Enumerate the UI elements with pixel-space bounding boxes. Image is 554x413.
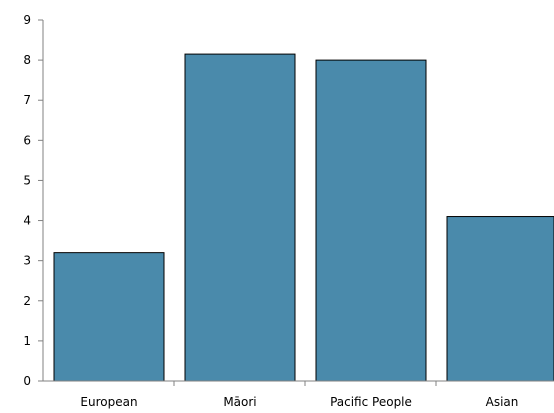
y-tick-label: 6 xyxy=(23,133,31,147)
x-tick-label: Pacific People xyxy=(330,395,412,409)
y-ticks-group: 0 1 2 3 4 5 6 7 8 9 xyxy=(23,13,43,388)
y-tick-label: 8 xyxy=(23,53,31,67)
y-tick-label: 0 xyxy=(23,374,31,388)
x-tick-label: Asian xyxy=(486,395,519,409)
bar xyxy=(315,59,427,382)
x-tick-label: Māori xyxy=(223,395,256,409)
y-tick-label: 7 xyxy=(23,93,31,107)
bar xyxy=(446,216,554,382)
axes-group xyxy=(42,20,554,382)
bars-group xyxy=(53,53,554,382)
y-tick-label: 3 xyxy=(23,254,31,268)
y-tick-label: 1 xyxy=(23,334,31,348)
y-tick-label: 4 xyxy=(23,214,31,228)
y-tick-label: 2 xyxy=(23,294,31,308)
x-ticks-group: European Māori Pacific People Asian xyxy=(80,381,518,409)
bar xyxy=(184,53,296,382)
y-tick-label: 5 xyxy=(23,173,31,187)
x-tick-label: European xyxy=(80,395,137,409)
y-tick-label: 9 xyxy=(23,13,31,27)
bar xyxy=(53,252,165,382)
